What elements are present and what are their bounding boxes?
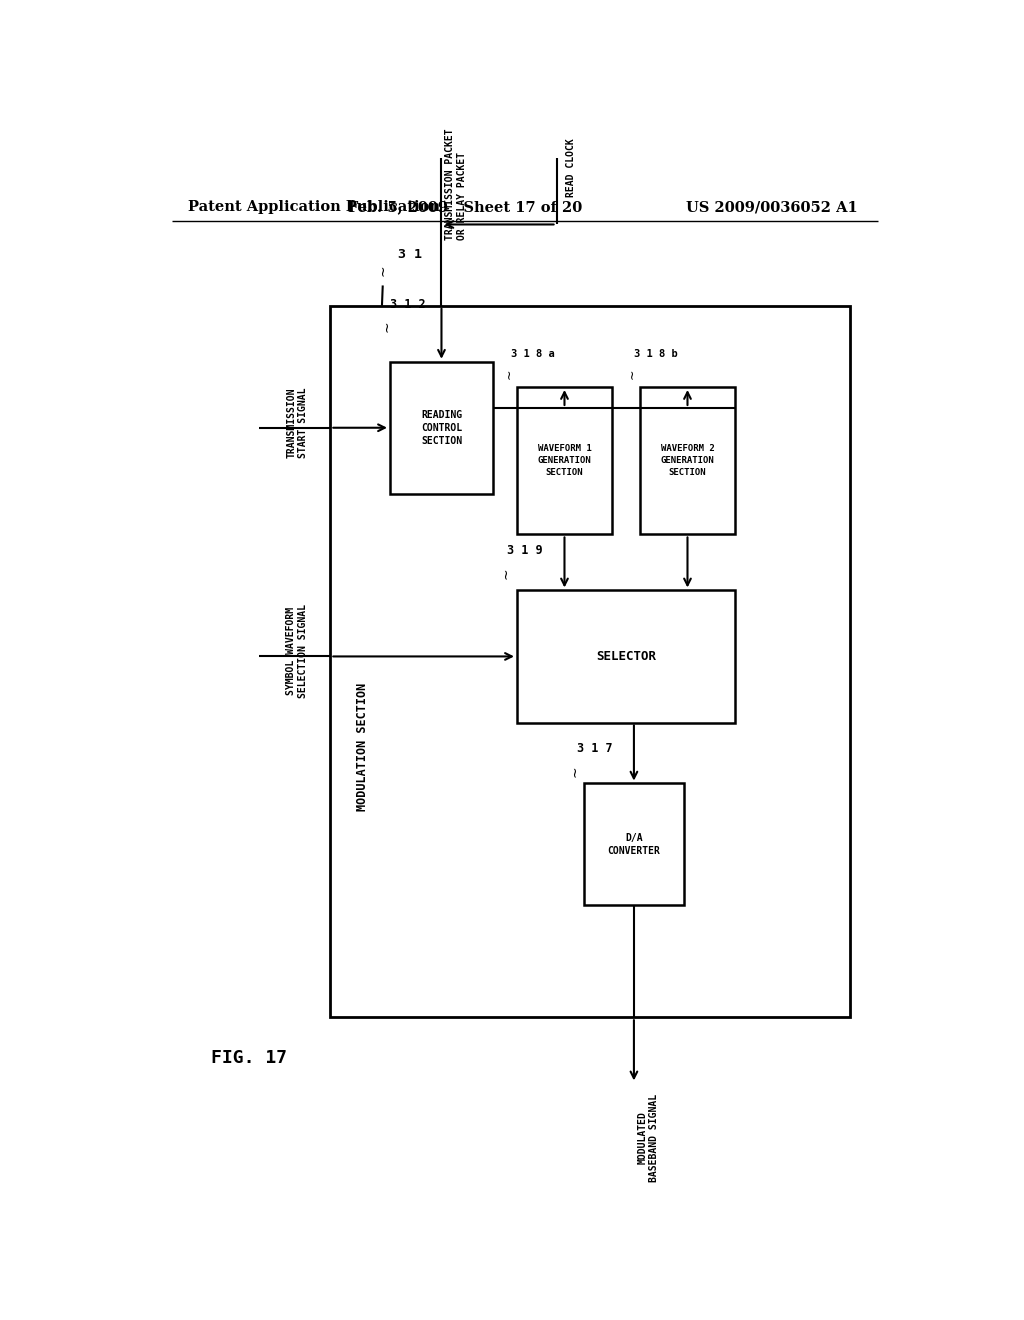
Text: WAVEFORM 2
GENERATION
SECTION: WAVEFORM 2 GENERATION SECTION <box>660 445 715 477</box>
Bar <box>331 306 850 1018</box>
Text: FIG. 17: FIG. 17 <box>211 1049 288 1067</box>
Text: ∼: ∼ <box>379 321 393 331</box>
Text: ∼: ∼ <box>498 568 512 579</box>
Text: ∼: ∼ <box>567 766 582 777</box>
Bar <box>517 387 612 535</box>
Text: 3 1 9: 3 1 9 <box>507 544 543 557</box>
Text: US 2009/0036052 A1: US 2009/0036052 A1 <box>686 201 858 214</box>
Text: READING
CONTROL
SECTION: READING CONTROL SECTION <box>421 409 462 446</box>
Text: WAVEFORM 1
GENERATION
SECTION: WAVEFORM 1 GENERATION SECTION <box>538 445 591 477</box>
Text: ∼: ∼ <box>626 368 638 379</box>
Text: MODULATION SECTION: MODULATION SECTION <box>355 682 369 810</box>
Text: D/A
CONVERTER: D/A CONVERTER <box>607 833 660 857</box>
Text: TRANSMISSION PACKET
OR RELAY PACKET: TRANSMISSION PACKET OR RELAY PACKET <box>445 128 467 239</box>
Bar <box>517 590 735 722</box>
Text: READ CLOCK: READ CLOCK <box>566 139 575 197</box>
Text: 3 1: 3 1 <box>397 248 422 261</box>
Text: TRANSMISSION
START SIGNAL: TRANSMISSION START SIGNAL <box>287 387 308 458</box>
Bar <box>640 387 735 535</box>
Text: Patent Application Publication: Patent Application Publication <box>187 201 439 214</box>
Text: MODULATED
BASEBAND SIGNAL: MODULATED BASEBAND SIGNAL <box>637 1093 659 1181</box>
Text: 3 1 8 a: 3 1 8 a <box>511 348 554 359</box>
Text: ∼: ∼ <box>375 264 389 276</box>
Text: SYMBOL WAVEFORM
SELECTION SIGNAL: SYMBOL WAVEFORM SELECTION SIGNAL <box>287 605 308 698</box>
Text: 3 1 2: 3 1 2 <box>390 298 426 312</box>
Text: ∼: ∼ <box>503 368 515 379</box>
Bar <box>390 362 494 494</box>
Bar <box>585 784 684 906</box>
Text: Feb. 5, 2009   Sheet 17 of 20: Feb. 5, 2009 Sheet 17 of 20 <box>348 201 583 214</box>
Text: 3 1 8 b: 3 1 8 b <box>634 348 677 359</box>
Text: SELECTOR: SELECTOR <box>596 649 656 663</box>
Text: 3 1 7: 3 1 7 <box>578 742 612 755</box>
